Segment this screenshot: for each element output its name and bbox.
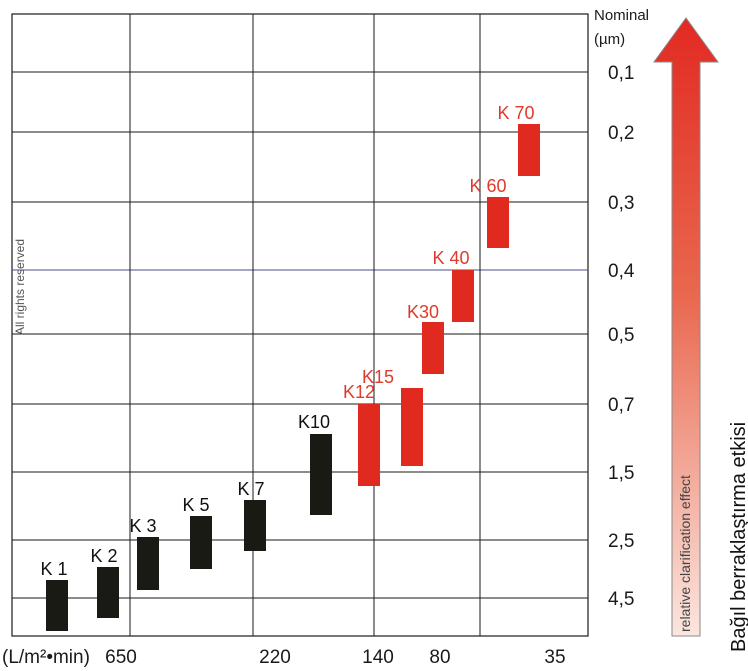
- x-tick-label: 140: [362, 647, 394, 668]
- x-axis-unit: (L/m²•min): [2, 647, 90, 668]
- filter-bar: [244, 500, 266, 551]
- filter-label: K 3: [129, 516, 156, 536]
- y-tick-label: 0,7: [608, 395, 634, 416]
- filter-bar: [310, 434, 332, 515]
- x-tick-label: 220: [259, 647, 291, 668]
- filter-bar: [358, 404, 380, 486]
- y-axis-title: Nominal: [594, 7, 649, 24]
- y-tick-label: 0,1: [608, 63, 634, 84]
- y-tick-label: 0,4: [608, 261, 635, 282]
- filter-label: K 70: [497, 103, 534, 123]
- x-tick-labels: 650 220 140 80 35: [105, 647, 565, 668]
- plot-frame: [11, 13, 589, 637]
- filter-bar: [452, 270, 474, 322]
- filter-label: K12: [343, 382, 375, 402]
- filter-bar: [97, 567, 119, 618]
- arrow-label: relative clarification effect: [677, 475, 693, 632]
- filter-bar: [487, 197, 509, 248]
- filter-label: K 7: [237, 479, 264, 499]
- filter-label: K 2: [90, 546, 117, 566]
- filter-label: K30: [407, 302, 439, 322]
- right-axis-label: Bağıl berraklaştırma etkisi: [728, 422, 748, 652]
- x-tick-label: 80: [429, 647, 450, 668]
- y-tick-label: 2,5: [608, 531, 634, 552]
- filter-bar: [137, 537, 159, 590]
- filter-bar: [46, 580, 68, 631]
- filter-label: K10: [298, 412, 330, 432]
- filter-label: K 5: [182, 495, 209, 515]
- chart-grid: [11, 13, 589, 637]
- clarification-arrow-icon: [653, 17, 719, 637]
- filter-label: K 40: [432, 248, 469, 268]
- filter-bar: [401, 388, 423, 466]
- filter-bar: [422, 322, 444, 374]
- y-tick-label: 0,5: [608, 325, 634, 346]
- y-tick-label: 1,5: [608, 463, 634, 484]
- x-tick-label: 35: [544, 647, 565, 668]
- filter-label: K 60: [469, 176, 506, 196]
- y-tick-labels: 0,1 0,2 0,3 0,4 0,5 0,7 1,5 2,5 4,5: [608, 63, 635, 610]
- y-tick-label: 4,5: [608, 589, 634, 610]
- filter-bars: [46, 124, 540, 631]
- filter-label: K15: [362, 367, 394, 387]
- filter-label: K 1: [40, 559, 67, 579]
- filter-bar: [518, 124, 540, 176]
- y-axis-unit: (µm): [594, 31, 625, 48]
- x-tick-label: 650: [105, 647, 137, 668]
- filter-bar: [190, 516, 212, 569]
- y-tick-label: 0,2: [608, 123, 634, 144]
- watermark-text: All rights reserved: [13, 239, 27, 335]
- y-tick-label: 0,3: [608, 193, 634, 214]
